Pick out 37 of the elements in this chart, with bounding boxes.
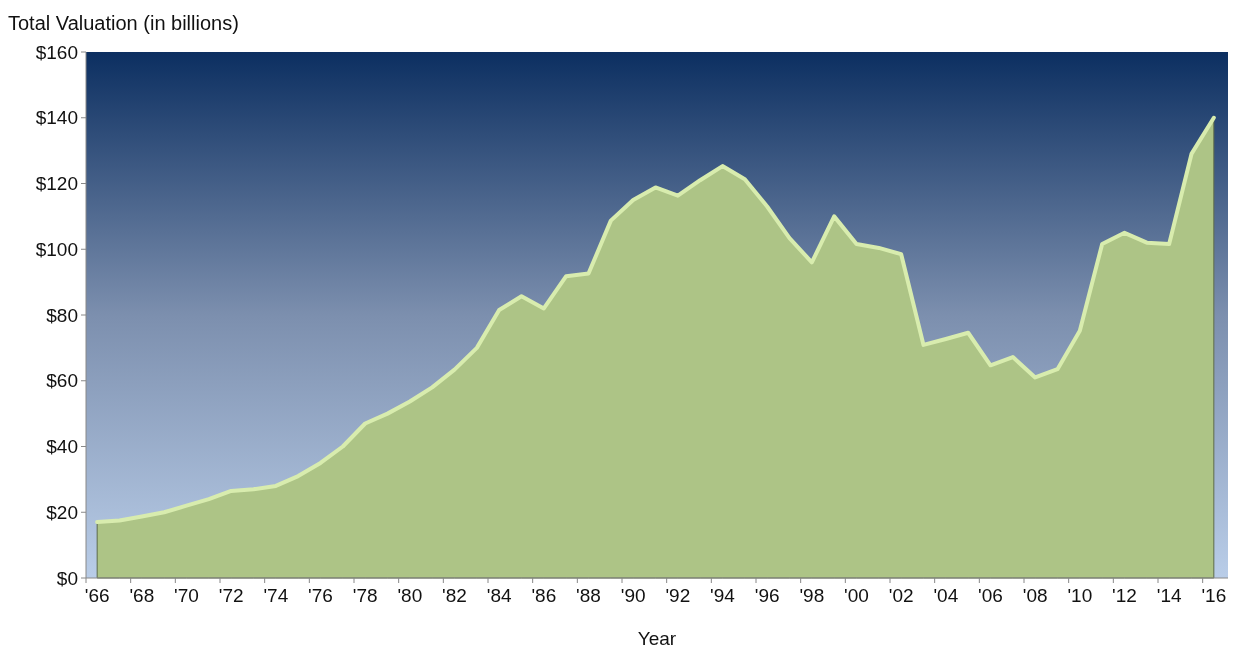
x-tick-label: '98 xyxy=(799,585,825,606)
x-tick-label: '12 xyxy=(1112,585,1137,606)
x-tick-label: '92 xyxy=(665,585,691,606)
y-tick-label: $0 xyxy=(56,567,78,589)
x-tick-label: '14 xyxy=(1156,585,1182,606)
x-tick-label: '68 xyxy=(129,585,155,606)
x-tick-label: '74 xyxy=(263,585,289,606)
x-tick-label: '96 xyxy=(754,585,780,606)
x-tick-label: '76 xyxy=(308,585,333,606)
x-tick-label: '70 xyxy=(174,585,199,606)
x-axis-title: Year xyxy=(637,628,677,649)
x-tick-label: '02 xyxy=(888,585,914,606)
x-tick-label: '72 xyxy=(218,585,244,606)
y-tick-label: $100 xyxy=(35,238,78,260)
x-tick-label: '10 xyxy=(1067,585,1093,606)
x-tick-label: '06 xyxy=(978,585,1003,606)
x-tick-label: '16 xyxy=(1201,585,1227,606)
y-tick-label: $160 xyxy=(35,41,78,63)
y-tick-label: $140 xyxy=(35,107,78,129)
x-tick-label: '84 xyxy=(486,585,512,606)
y-tick-label: $120 xyxy=(35,173,78,195)
x-tick-label: '82 xyxy=(442,585,467,606)
y-tick-label: $80 xyxy=(46,304,78,326)
x-tick-label: '04 xyxy=(933,585,959,606)
x-tick-label: '88 xyxy=(576,585,601,606)
x-tick-label: '80 xyxy=(397,585,423,606)
x-tick-label: '86 xyxy=(531,585,557,606)
y-tick-label: $60 xyxy=(46,370,78,392)
y-axis-title: Total Valuation (in billions) xyxy=(8,12,239,34)
x-tick-label: '78 xyxy=(352,585,378,606)
x-tick-label: '00 xyxy=(844,585,869,606)
y-tick-label: $20 xyxy=(46,501,78,523)
x-tick-label: '08 xyxy=(1022,585,1048,606)
x-tick-label: '90 xyxy=(620,585,646,606)
y-tick-label: $40 xyxy=(46,436,78,458)
x-tick-label: '66 xyxy=(84,585,110,606)
x-tick-label: '94 xyxy=(710,585,736,606)
